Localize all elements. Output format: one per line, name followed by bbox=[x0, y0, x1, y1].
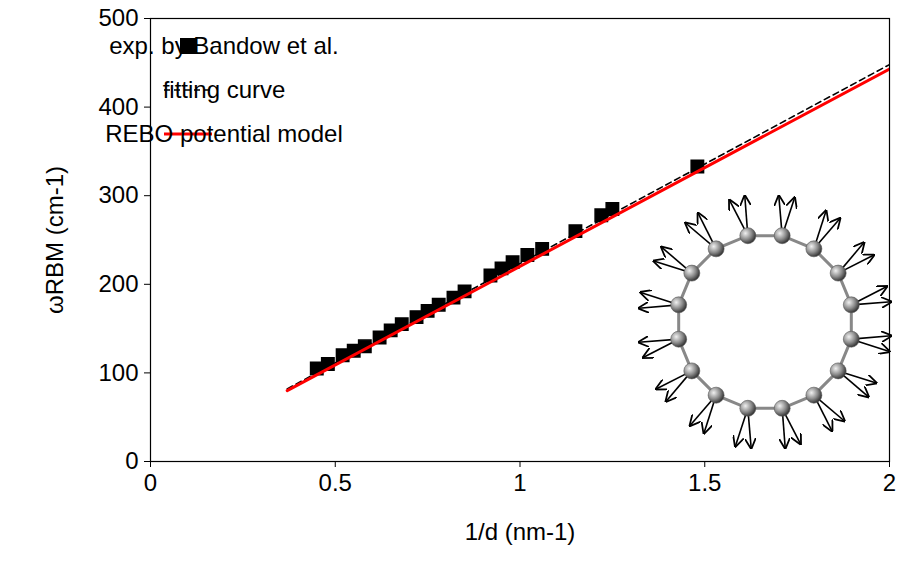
svg-text:fitting curve: fitting curve bbox=[163, 76, 286, 103]
svg-text:1: 1 bbox=[513, 469, 526, 496]
svg-text:0: 0 bbox=[125, 447, 138, 474]
svg-text:0.5: 0.5 bbox=[319, 469, 352, 496]
svg-text:200: 200 bbox=[98, 270, 138, 297]
svg-text:0: 0 bbox=[144, 469, 157, 496]
svg-text:1.5: 1.5 bbox=[688, 469, 721, 496]
svg-text:ωRBM (cm-1): ωRBM (cm-1) bbox=[41, 166, 68, 314]
svg-text:400: 400 bbox=[98, 93, 138, 120]
svg-text:500: 500 bbox=[98, 4, 138, 31]
svg-text:300: 300 bbox=[98, 181, 138, 208]
svg-text:2: 2 bbox=[883, 469, 896, 496]
svg-text:REBO potential model: REBO potential model bbox=[105, 120, 342, 147]
svg-text:1/d (nm-1): 1/d (nm-1) bbox=[465, 518, 576, 545]
svg-text:100: 100 bbox=[98, 359, 138, 386]
svg-text:exp. by Bandow et al.: exp. by Bandow et al. bbox=[109, 32, 338, 59]
